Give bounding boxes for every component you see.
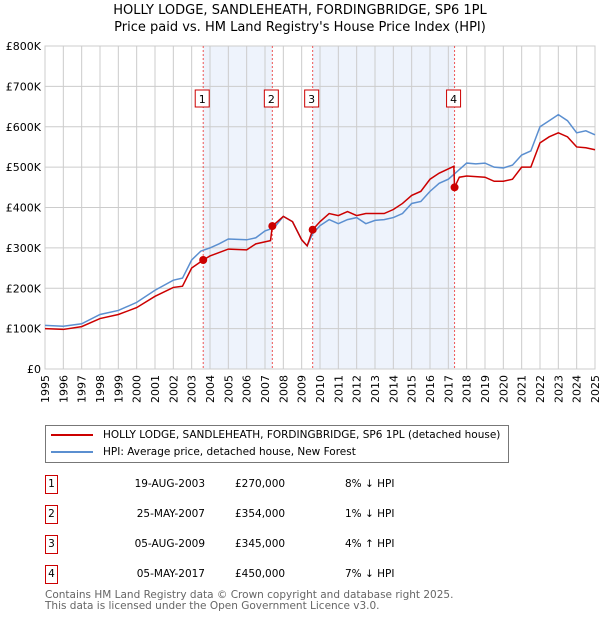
y-tick-label: £800K <box>6 40 42 53</box>
x-tick-label: 1998 <box>94 375 107 403</box>
x-tick-label: 2020 <box>497 375 510 403</box>
chart-title: HOLLY LODGE, SANDLEHEATH, FORDINGBRIDGE,… <box>113 3 487 18</box>
x-tick-label: 2002 <box>167 375 180 403</box>
sale-label-box <box>304 89 320 108</box>
y-tick-label: £300K <box>6 242 42 255</box>
y-tick-label: £600K <box>6 121 42 134</box>
x-tick-label: 2024 <box>571 375 584 403</box>
sale-point <box>268 222 277 231</box>
legend-item-property: HOLLY LODGE, SANDLEHEATH, FORDINGBRIDGE,… <box>51 429 500 441</box>
sale-point <box>450 183 459 192</box>
sale-badge: 3 <box>45 535 58 554</box>
transaction-row: 2 25-MAY-2007 £354,000 1% ↓ HPI <box>45 505 505 525</box>
x-tick-label: 2019 <box>479 375 492 403</box>
y-tick-label: £100K <box>6 323 42 336</box>
transaction-row: 4 05-MAY-2017 £450,000 7% ↓ HPI <box>45 565 505 585</box>
legend-swatch <box>51 451 93 453</box>
sale-price: £354,000 <box>235 508 286 520</box>
y-tick-label: £200K <box>6 282 42 295</box>
x-tick-label: 2013 <box>369 375 382 403</box>
legend: HOLLY LODGE, SANDLEHEATH, FORDINGBRIDGE,… <box>45 425 509 463</box>
sale-label-box <box>263 89 279 108</box>
x-tick-label: 2004 <box>204 375 217 403</box>
x-tick-label: 2000 <box>131 375 144 403</box>
sale-date: 05-MAY-2017 <box>136 568 205 580</box>
sale-hpi-diff: 1% ↓ HPI <box>345 508 395 520</box>
footer: Contains HM Land Registry data © Crown c… <box>45 590 453 612</box>
sale-hpi-diff: 4% ↑ HPI <box>345 538 395 550</box>
sale-label: 2 <box>268 93 275 106</box>
sale-badge: 1 <box>45 475 58 494</box>
x-tick-label: 2011 <box>332 375 345 403</box>
x-tick-label: 1999 <box>112 375 125 403</box>
x-tick-label: 2017 <box>442 375 455 403</box>
transaction-row: 3 05-AUG-2009 £345,000 4% ↑ HPI <box>45 535 505 555</box>
y-tick-label: £400K <box>6 202 42 215</box>
sale-label: 4 <box>450 93 457 106</box>
x-tick-label: 2016 <box>424 375 437 403</box>
x-tick-label: 2009 <box>296 375 309 403</box>
property-price-line <box>44 131 596 331</box>
legend-label: HPI: Average price, detached house, New … <box>103 446 356 458</box>
sale-date: 19-AUG-2003 <box>134 478 205 490</box>
footer-copyright: Contains HM Land Registry data © Crown c… <box>45 589 454 601</box>
sale-label-box <box>446 89 462 108</box>
sale-hpi-diff: 8% ↓ HPI <box>345 478 395 490</box>
x-tick-label: 1996 <box>57 375 70 403</box>
sale-label: 3 <box>308 93 315 106</box>
sale-date: 05-AUG-2009 <box>134 538 205 550</box>
x-tick-label: 2021 <box>516 375 529 403</box>
x-tick-label: 1995 <box>39 375 52 403</box>
x-tick-label: 2012 <box>351 375 364 403</box>
legend-swatch <box>51 434 93 436</box>
y-tick-label: £0 <box>27 363 41 376</box>
x-tick-label: 2007 <box>259 375 272 403</box>
x-tick-label: 2014 <box>387 375 400 403</box>
x-tick-label: 2010 <box>314 375 327 403</box>
plot-border <box>44 45 596 370</box>
x-tick-label: 2015 <box>406 375 419 403</box>
y-tick-label: £500K <box>6 161 42 174</box>
x-tick-label: 2005 <box>222 375 235 403</box>
x-tick-label: 2001 <box>149 375 162 403</box>
x-tick-label: 2018 <box>461 375 474 403</box>
sale-price: £345,000 <box>235 538 286 550</box>
sale-hpi-diff: 7% ↓ HPI <box>345 568 395 580</box>
y-tick-label: £700K <box>6 80 42 93</box>
footer-licence: This data is licensed under the Open Gov… <box>45 600 380 612</box>
x-tick-label: 1997 <box>76 375 89 403</box>
legend-label: HOLLY LODGE, SANDLEHEATH, FORDINGBRIDGE,… <box>103 429 501 441</box>
sale-point <box>308 225 317 234</box>
sale-badge: 4 <box>45 565 58 584</box>
x-tick-label: 2022 <box>534 375 547 403</box>
x-tick-label: 2003 <box>186 375 199 403</box>
sale-price: £450,000 <box>235 568 286 580</box>
sale-badge: 2 <box>45 505 58 524</box>
sale-date: 25-MAY-2007 <box>136 508 205 520</box>
transaction-row: 1 19-AUG-2003 £270,000 8% ↓ HPI <box>45 475 505 495</box>
x-tick-label: 2008 <box>277 375 290 403</box>
x-tick-label: 2023 <box>552 375 565 403</box>
sale-price: £270,000 <box>235 478 286 490</box>
plot-area: £0 £100K £200K £300K £400K £500K £600K £700K £80… <box>6 40 600 403</box>
x-tick-label: 2025 <box>589 375 600 403</box>
sale-label-box <box>194 89 210 108</box>
legend-item-hpi: HPI: Average price, detached house, New … <box>51 446 356 458</box>
sale-point <box>199 255 208 264</box>
chart-subtitle: Price paid vs. HM Land Registry's House … <box>114 20 486 35</box>
sale-label: 1 <box>199 93 206 106</box>
hpi-line <box>44 113 596 327</box>
x-tick-label: 2006 <box>241 375 254 403</box>
